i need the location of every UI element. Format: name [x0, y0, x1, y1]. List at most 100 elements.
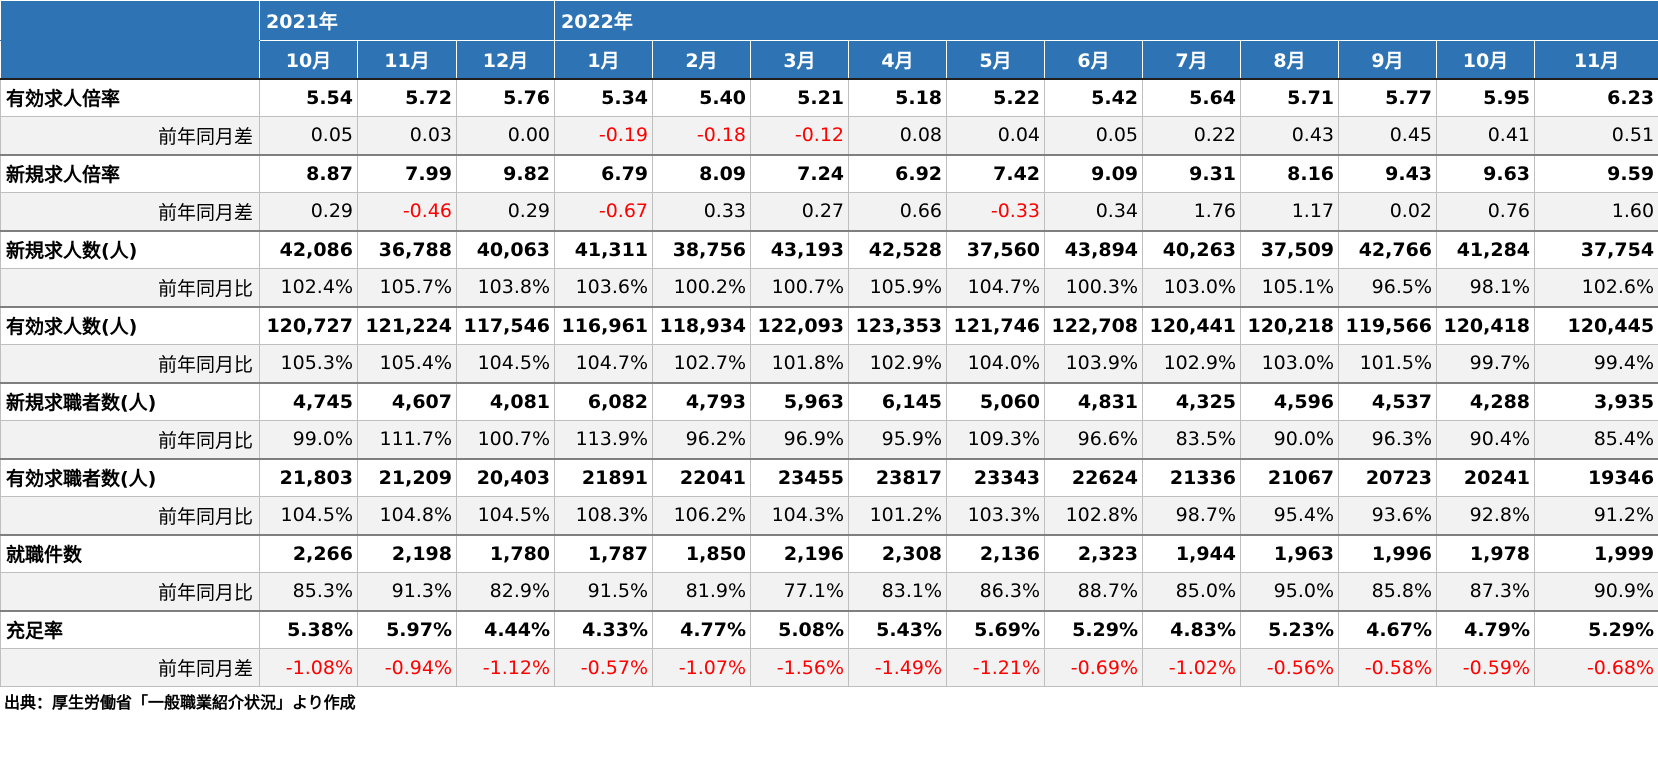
- change-cell: 82.9%: [455, 572, 556, 611]
- change-cell: 93.6%: [1338, 496, 1438, 535]
- year-header-row: 2021年 2022年: [0, 0, 1658, 41]
- change-cell: 103.0%: [1142, 268, 1242, 307]
- change-cell: 0.22: [1142, 116, 1242, 155]
- change-cell: 103.9%: [1044, 344, 1144, 383]
- change-cell: -1.12%: [455, 648, 556, 687]
- value-cell: 42,766: [1338, 229, 1438, 269]
- change-cell: 0.33: [652, 192, 752, 231]
- change-cell: 104.0%: [946, 344, 1046, 383]
- change-cell: 106.2%: [652, 496, 752, 535]
- value-cell: 5.23%: [1240, 609, 1340, 649]
- row-label: 新規求人数(人): [0, 229, 260, 269]
- value-cell: 4,288: [1436, 381, 1536, 421]
- value-cell: 40,263: [1142, 229, 1242, 269]
- table-subrow: 前年同月比 99.0% 111.7% 100.7% 113.9% 96.2% 96.9% 95…: [0, 420, 1658, 459]
- change-cell: 0.29: [259, 192, 358, 231]
- value-cell: 6,082: [554, 381, 654, 421]
- change-cell: 102.4%: [259, 268, 358, 307]
- value-cell: 22041: [652, 457, 752, 497]
- value-cell: 2,136: [946, 533, 1046, 573]
- table-subrow: 前年同月差 -1.08% -0.94% -1.12% -0.57% -1.07% -1.56…: [0, 648, 1658, 687]
- change-cell: -1.49%: [848, 648, 948, 687]
- change-cell: 91.3%: [357, 572, 457, 611]
- change-cell: 96.3%: [1338, 420, 1438, 459]
- change-cell: 96.6%: [1044, 420, 1144, 459]
- table-subrow: 前年同月差 0.05 0.03 0.00 -0.19 -0.18 -0.12 0.08 0.04…: [0, 116, 1658, 155]
- value-cell: 20723: [1338, 457, 1438, 497]
- value-cell: 4,831: [1044, 381, 1144, 421]
- value-cell: 120,727: [259, 305, 358, 345]
- subrow-label: 前年同月差: [0, 648, 260, 687]
- value-cell: 42,528: [848, 229, 948, 269]
- table-row: 充足率 5.38% 5.97% 4.44% 4.33% 4.77% 5.08% 5.43% 5.…: [0, 609, 1658, 649]
- value-cell: 36,788: [357, 229, 457, 269]
- value-cell: 9.43: [1338, 153, 1438, 193]
- change-cell: 104.5%: [455, 344, 556, 383]
- change-cell: 105.9%: [848, 268, 948, 307]
- value-cell: 4.33%: [554, 609, 654, 649]
- value-cell: 121,224: [357, 305, 457, 345]
- job-statistics-table: 2021年 2022年 10月 11月 12月 1月 2月 3月 4月 5月 6月 7月 8月 9月 1…: [0, 0, 1658, 687]
- table-row: 有効求人倍率 5.54 5.72 5.76 5.34 5.40 5.21 5.18 5.22 5.…: [0, 77, 1658, 117]
- change-cell: 0.43: [1240, 116, 1340, 155]
- change-cell: 0.27: [750, 192, 850, 231]
- value-cell: 21,209: [357, 457, 457, 497]
- change-cell: 0.04: [946, 116, 1046, 155]
- table-row: 有効求職者数(人) 21,803 21,209 20,403 21891 22041 234…: [0, 457, 1658, 497]
- month-header: 11月: [1534, 40, 1658, 79]
- value-cell: 4.83%: [1142, 609, 1242, 649]
- change-cell: 88.7%: [1044, 572, 1144, 611]
- subrow-label: 前年同月差: [0, 116, 260, 155]
- value-cell: 23455: [750, 457, 850, 497]
- change-cell: 103.0%: [1240, 344, 1340, 383]
- change-cell: 85.4%: [1534, 420, 1658, 459]
- corner-cell: [0, 0, 260, 41]
- value-cell: 9.82: [455, 153, 556, 193]
- change-cell: 0.76: [1436, 192, 1536, 231]
- value-cell: 6.79: [554, 153, 654, 193]
- change-cell: 102.9%: [1142, 344, 1242, 383]
- value-cell: 5.71: [1240, 77, 1340, 117]
- value-cell: 43,894: [1044, 229, 1144, 269]
- table-row: 有効求人数(人) 120,727 121,224 117,546 116,961 118,…: [0, 305, 1658, 345]
- change-cell: -1.21%: [946, 648, 1046, 687]
- value-cell: 122,093: [750, 305, 850, 345]
- value-cell: 5.69%: [946, 609, 1046, 649]
- change-cell: 95.9%: [848, 420, 948, 459]
- change-cell: 0.45: [1338, 116, 1438, 155]
- change-cell: 104.8%: [357, 496, 457, 535]
- source-note: 出典：厚生労働省「一般職業紹介状況」より作成: [4, 693, 356, 712]
- change-cell: 87.3%: [1436, 572, 1536, 611]
- month-header: 8月: [1240, 40, 1340, 79]
- change-cell: 102.9%: [848, 344, 948, 383]
- value-cell: 1,963: [1240, 533, 1340, 573]
- table-subrow: 前年同月比 104.5% 104.8% 104.5% 108.3% 106.2% 104.3…: [0, 496, 1658, 535]
- change-cell: -0.12: [750, 116, 850, 155]
- value-cell: 4,793: [652, 381, 752, 421]
- change-cell: 111.7%: [357, 420, 457, 459]
- month-header: 11月: [357, 40, 457, 79]
- value-cell: 9.63: [1436, 153, 1536, 193]
- change-cell: 0.29: [455, 192, 556, 231]
- change-cell: 102.6%: [1534, 268, 1658, 307]
- value-cell: 120,418: [1436, 305, 1536, 345]
- change-cell: 85.3%: [259, 572, 358, 611]
- value-cell: 2,266: [259, 533, 358, 573]
- month-header: 5月: [946, 40, 1046, 79]
- table-row: 新規求人数(人) 42,086 36,788 40,063 41,311 38,756 43…: [0, 229, 1658, 269]
- change-cell: 103.6%: [554, 268, 654, 307]
- value-cell: 21067: [1240, 457, 1340, 497]
- table-body: 有効求人倍率 5.54 5.72 5.76 5.34 5.40 5.21 5.18 5.22 5.…: [0, 77, 1658, 687]
- value-cell: 1,780: [455, 533, 556, 573]
- value-cell: 120,445: [1534, 305, 1658, 345]
- value-cell: 4.44%: [455, 609, 556, 649]
- change-cell: 91.5%: [554, 572, 654, 611]
- change-cell: 105.3%: [259, 344, 358, 383]
- value-cell: 2,198: [357, 533, 457, 573]
- change-cell: -0.56%: [1240, 648, 1340, 687]
- value-cell: 1,850: [652, 533, 752, 573]
- change-cell: 99.0%: [259, 420, 358, 459]
- subrow-label: 前年同月比: [0, 496, 260, 535]
- change-cell: 100.3%: [1044, 268, 1144, 307]
- value-cell: 120,218: [1240, 305, 1340, 345]
